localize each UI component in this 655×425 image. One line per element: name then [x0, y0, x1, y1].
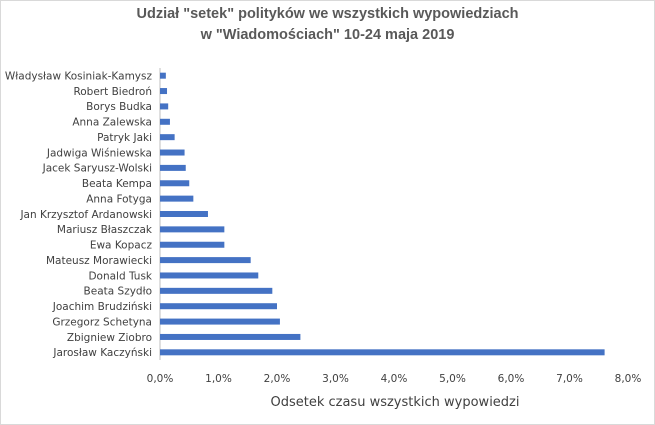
bar	[160, 164, 186, 171]
bar	[160, 195, 194, 202]
x-tick-label: 5,0%	[439, 373, 466, 385]
bar	[160, 272, 259, 279]
bar	[160, 211, 208, 217]
category-labels-layer: Władysław Kosiniak-Kamysz Robert Biedroń B…	[5, 70, 153, 359]
category-label: Jan Krzysztof Ardanowski	[19, 209, 152, 221]
bar	[160, 257, 251, 264]
x-tick-label: 1,0%	[205, 373, 232, 385]
category-label: Ewa Kopacz	[90, 240, 153, 252]
bar	[160, 134, 175, 141]
bar	[160, 318, 280, 325]
x-tick-label: 2,0%	[264, 373, 291, 385]
category-label: Borys Budka	[86, 101, 152, 113]
category-label: Mateusz Morawiecki	[46, 255, 152, 267]
bars-layer	[160, 72, 605, 356]
bar	[160, 333, 301, 340]
bar	[160, 118, 170, 125]
x-tick-label: 0,0%	[147, 373, 174, 385]
category-label: Jadwiga Wiśniewska	[46, 147, 152, 159]
x-tick-label: 8,0%	[615, 373, 642, 385]
bar	[160, 241, 225, 248]
bar	[160, 72, 166, 79]
bar	[160, 349, 605, 356]
bar	[160, 88, 168, 95]
bar	[160, 303, 277, 310]
category-label: Władysław Kosiniak-Kamysz	[5, 70, 153, 82]
category-label: Robert Biedroń	[73, 86, 152, 98]
category-label: Beata Kempa	[82, 178, 152, 190]
chart-title-line-2: w "Wiadomościach" 10-24 maja 2019	[200, 27, 455, 43]
x-tick-label: 6,0%	[498, 373, 525, 385]
bar	[160, 226, 225, 233]
category-label: Zbigniew Ziobro	[67, 332, 152, 344]
category-label: Grzegorz Schetyna	[52, 316, 152, 328]
x-tick-label: 3,0%	[322, 373, 349, 385]
category-label: Beata Szydło	[84, 286, 152, 298]
bar	[160, 180, 190, 187]
category-label: Anna Fotyga	[86, 193, 152, 205]
category-label: Jarosław Kaczyński	[52, 347, 152, 359]
bar	[160, 149, 185, 156]
x-axis-label: Odsetek czasu wszystkich wypowiedzi	[270, 395, 520, 410]
bar	[160, 103, 169, 110]
category-label: Jacek Saryusz-Wolski	[42, 163, 152, 175]
bar	[160, 287, 273, 294]
chart-title-line-1: Udział "setek" polityków we wszystkich w…	[136, 6, 519, 22]
x-tick-label: 4,0%	[381, 373, 408, 385]
x-tick-label: 7,0%	[556, 373, 583, 385]
category-label: Mariusz Błaszczak	[57, 224, 153, 236]
category-label: Anna Zalewska	[72, 117, 152, 129]
category-label: Joachim Brudziński	[52, 301, 152, 313]
category-label: Donald Tusk	[88, 270, 152, 282]
tick-labels-layer: 0,0% 1,0% 2,0% 3,0% 4,0% 5,0% 6,0% 7,0% 8,0%	[147, 373, 642, 385]
chart-title: Udział "setek" polityków we wszystkich w…	[0, 4, 655, 46]
category-label: Patryk Jaki	[97, 132, 152, 144]
